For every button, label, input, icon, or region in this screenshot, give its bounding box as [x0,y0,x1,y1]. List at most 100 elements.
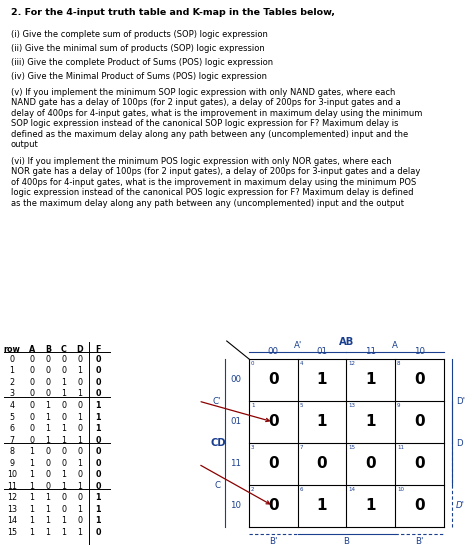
Text: 8: 8 [9,447,15,456]
Text: C: C [61,345,67,354]
Text: 10: 10 [414,347,425,356]
Text: 5: 5 [300,403,303,408]
Text: 0: 0 [95,435,101,445]
Text: 0: 0 [268,499,279,513]
Text: 11: 11 [7,482,17,491]
Text: NOR gate has a delay of 100ps (for 2 input gates), a delay of 200ps for 3-input : NOR gate has a delay of 100ps (for 2 inp… [11,167,420,177]
Text: 0: 0 [46,390,51,398]
Text: 1: 1 [46,528,51,537]
Text: 0: 0 [78,516,82,525]
Text: 1: 1 [78,482,82,491]
Text: 0: 0 [95,528,101,537]
Text: 1: 1 [46,401,51,410]
Text: F: F [95,345,101,354]
Text: 0: 0 [62,493,66,502]
Text: 1: 1 [62,378,66,387]
Text: 6: 6 [9,424,15,433]
Text: 1: 1 [95,424,101,433]
Text: 10: 10 [397,487,404,492]
Text: 1: 1 [62,528,66,537]
Text: 1: 1 [365,415,376,429]
Text: 0: 0 [78,493,82,502]
Text: 14: 14 [7,516,17,525]
Text: 0: 0 [9,355,15,364]
Text: 11: 11 [365,347,376,356]
Text: 1: 1 [46,435,51,445]
Text: of 400ps for 4-input gates, what is the improvement in maximum delay using the m: of 400ps for 4-input gates, what is the … [11,178,416,187]
Text: 0: 0 [317,457,328,471]
Text: 0: 0 [29,413,35,421]
Text: 13: 13 [348,403,356,408]
Text: 0: 0 [78,378,82,387]
Text: 1: 1 [46,424,51,433]
Text: 0: 0 [29,390,35,398]
Text: 2: 2 [9,378,15,387]
Text: 1: 1 [78,366,82,376]
Text: (iv) Give the Minimal Product of Sums (POS) logic expression: (iv) Give the Minimal Product of Sums (P… [11,72,267,81]
Text: 1: 1 [46,505,51,514]
Text: 0: 0 [62,401,66,410]
Text: (v) If you implement the minimum SOP logic expression with only NAND gates, wher: (v) If you implement the minimum SOP log… [11,88,395,97]
Text: NAND gate has a delay of 100ps (for 2 input gates), a delay of 200ps for 3-input: NAND gate has a delay of 100ps (for 2 in… [11,99,401,107]
Text: 1: 1 [251,403,255,408]
Text: 0: 0 [414,457,425,471]
Text: CD: CD [211,438,227,448]
Text: B: B [343,537,349,545]
Text: 1: 1 [95,401,101,410]
Text: 0: 0 [95,390,101,398]
Text: 5: 5 [9,413,15,421]
Text: row: row [4,345,20,354]
Text: B': B' [269,537,278,545]
Text: 4: 4 [9,401,15,410]
Text: 3: 3 [9,390,15,398]
Text: 0: 0 [29,424,35,433]
Text: 0: 0 [95,355,101,364]
Text: 0: 0 [46,355,51,364]
Text: as the maximum delay along any path between any (uncomplemented) input and the o: as the maximum delay along any path betw… [11,199,404,208]
Text: 0: 0 [62,458,66,468]
Text: 7: 7 [9,435,15,445]
Text: 1: 1 [317,499,327,513]
Text: 4: 4 [300,361,303,366]
Text: 1: 1 [78,458,82,468]
Text: 0: 0 [62,447,66,456]
Text: D: D [77,345,83,354]
Text: logic expression instead of the canonical POS logic expression for F? Maximum de: logic expression instead of the canonica… [11,189,413,197]
Text: 2. For the 4-input truth table and K-map in the Tables below,: 2. For the 4-input truth table and K-map… [11,8,335,17]
Text: 1: 1 [78,435,82,445]
Text: output: output [11,141,39,149]
Text: 0: 0 [78,470,82,479]
Text: 1: 1 [365,499,376,513]
Text: 3: 3 [251,445,255,450]
Text: 1: 1 [317,415,327,429]
Text: 1: 1 [9,366,15,376]
Text: 1: 1 [29,493,35,502]
Text: B: B [45,345,51,354]
Text: C': C' [212,397,221,405]
Text: 0: 0 [268,372,279,387]
Text: 1: 1 [78,413,82,421]
Text: 1: 1 [78,505,82,514]
Text: 1: 1 [29,458,35,468]
Text: 0: 0 [251,361,255,366]
Text: 0: 0 [46,458,51,468]
Text: 1: 1 [62,390,66,398]
Text: 0: 0 [62,366,66,376]
Text: 1: 1 [46,493,51,502]
Text: 15: 15 [348,445,356,450]
Text: 1: 1 [29,482,35,491]
Text: A': A' [293,341,302,350]
Text: defined as the maximum delay along any path between any (uncomplemented) input a: defined as the maximum delay along any p… [11,130,408,139]
Text: 15: 15 [7,528,17,537]
Text: 0: 0 [29,366,35,376]
Text: 13: 13 [7,505,17,514]
Text: 11: 11 [397,445,404,450]
Text: 0: 0 [62,355,66,364]
Text: 0: 0 [268,415,279,429]
Text: 1: 1 [95,413,101,421]
Text: 1: 1 [62,516,66,525]
Text: (ii) Give the minimal sum of products (SOP) logic expression: (ii) Give the minimal sum of products (S… [11,44,265,53]
Text: SOP logic expression instead of the canonical SOP logic expression for F? Maximu: SOP logic expression instead of the cano… [11,119,399,129]
Text: A: A [29,345,35,354]
Text: 0: 0 [29,435,35,445]
